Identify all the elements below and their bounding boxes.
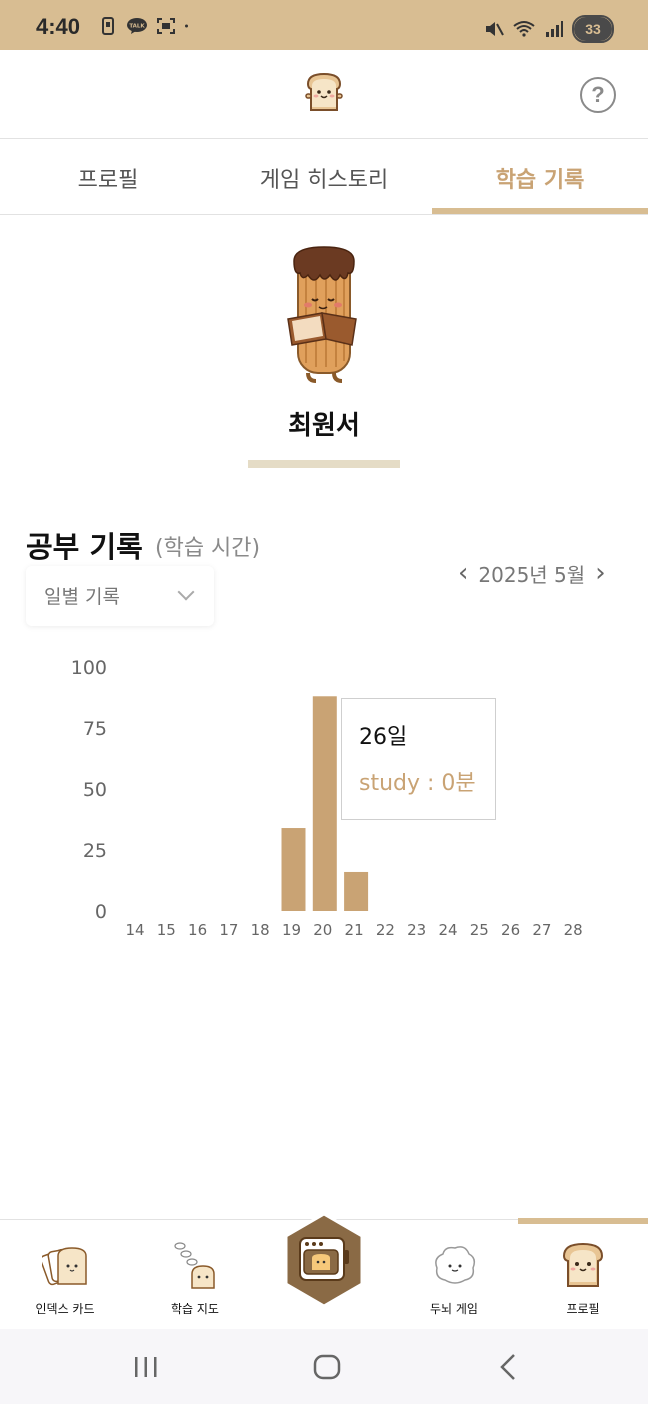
help-button[interactable]: ? <box>580 77 616 113</box>
status-bar: 4:40 TALK 33 <box>0 0 648 50</box>
status-notification-icons: TALK <box>98 17 194 35</box>
toast-profile-icon <box>562 1242 604 1287</box>
y-tick-label: 75 <box>83 718 107 740</box>
y-tick-label: 100 <box>71 657 107 679</box>
x-tick-label: 28 <box>564 921 583 939</box>
chart-bar[interactable] <box>344 871 369 911</box>
active-tab-indicator <box>432 208 648 214</box>
tooltip-value: study : 0분 <box>359 771 476 796</box>
bar-chart-svg: 100 75 50 25 0 14 15 16 17 18 19 20 21 22 23 24 25 26 27 28 <box>71 657 583 939</box>
battery-indicator: 33 <box>572 15 614 43</box>
nav-label: 학습 지도 <box>171 1302 219 1316</box>
wifi-icon <box>513 21 535 37</box>
brain-icon <box>435 1246 476 1284</box>
toast-cards-icon <box>42 1247 87 1286</box>
study-time-chart: 100 75 50 25 0 14 15 16 17 18 19 20 21 22 23 24 25 26 27 28 <box>60 650 620 950</box>
x-tick-label: 23 <box>407 921 426 939</box>
home-button[interactable] <box>277 1329 377 1404</box>
toast-icon[interactable] <box>302 70 346 114</box>
x-tick-label: 16 <box>188 921 207 939</box>
x-tick-label: 26 <box>501 921 520 939</box>
app-header: ? <box>0 50 648 139</box>
nav-label: 두뇌 게임 <box>430 1302 478 1316</box>
home-icon <box>313 1354 341 1379</box>
system-navigation-bar <box>0 1329 648 1404</box>
x-tick-label: 22 <box>376 921 395 939</box>
bottom-navigation: 인덱스 카드 학습 지도 두뇌 게임 <box>0 1212 648 1330</box>
chart-bar[interactable] <box>281 828 306 911</box>
signal-icon <box>546 21 563 37</box>
phone-icon <box>102 17 114 35</box>
toaster-oven-icon[interactable] <box>282 1212 366 1308</box>
chart-bar[interactable] <box>312 696 337 911</box>
dot-icon <box>185 24 188 28</box>
y-tick-label: 50 <box>83 779 107 801</box>
x-tick-label: 20 <box>313 921 332 939</box>
x-tick-label: 14 <box>125 921 144 939</box>
x-tick-label: 19 <box>282 921 301 939</box>
recent-apps-icon <box>135 1356 157 1377</box>
prev-month-icon[interactable]: ‹ <box>458 558 469 588</box>
study-section-title: 공부 기록 <box>26 530 143 564</box>
nav-study-map[interactable]: 학습 지도 <box>130 1220 260 1330</box>
tooltip-date: 26일 <box>359 725 408 750</box>
x-tick-label: 27 <box>532 921 551 939</box>
nav-label: 프로필 <box>566 1302 600 1316</box>
next-month-icon[interactable]: › <box>595 558 606 588</box>
active-nav-indicator <box>518 1218 648 1224</box>
tab-study-record[interactable]: 학습 기록 <box>495 168 585 193</box>
period-filter-value: 일별 기록 <box>44 586 120 608</box>
x-tick-label: 17 <box>219 921 238 939</box>
tab-bar: 프로필 게임 히스토리 학습 기록 <box>0 140 648 215</box>
mute-icon <box>486 22 504 36</box>
back-icon <box>500 1353 515 1380</box>
x-tick-label: 15 <box>157 921 176 939</box>
x-tick-label: 18 <box>251 921 270 939</box>
y-tick-label: 0 <box>95 901 107 923</box>
toast-map-icon <box>174 1242 215 1289</box>
chart-tooltip: 26일 study : 0분 <box>341 698 496 820</box>
x-tick-label: 21 <box>345 921 364 939</box>
chevron-down-icon <box>177 583 195 601</box>
nav-label: 인덱스 카드 <box>35 1302 95 1316</box>
month-navigator: ‹ 2025년 5월 › <box>458 558 606 588</box>
username: 최원서 <box>288 411 360 441</box>
status-time: 4:40 <box>36 14 81 39</box>
y-tick-label: 25 <box>83 840 107 862</box>
nav-index-card[interactable]: 인덱스 카드 <box>0 1220 130 1330</box>
back-button[interactable] <box>458 1329 558 1404</box>
nav-profile[interactable]: 프로필 <box>518 1220 648 1330</box>
battery-level: 33 <box>574 17 612 41</box>
svg-text:TALK: TALK <box>129 24 145 30</box>
tab-profile[interactable]: 프로필 <box>77 168 139 193</box>
period-filter-dropdown[interactable]: 일별 기록 <box>26 566 214 626</box>
recent-apps-button[interactable] <box>96 1329 196 1404</box>
screenshot-icon <box>157 18 175 34</box>
username-underline <box>248 460 400 468</box>
tab-game-history[interactable]: 게임 히스토리 <box>259 168 389 193</box>
x-tick-label: 24 <box>438 921 457 939</box>
status-system-icons: 33 <box>484 15 614 43</box>
month-label: 2025년 5월 <box>478 562 586 587</box>
talk-icon: TALK <box>127 18 147 34</box>
churro-avatar-icon <box>287 246 357 383</box>
nav-brain-game[interactable]: 두뇌 게임 <box>389 1220 519 1330</box>
study-section-subtitle: (학습 시간) <box>155 536 261 561</box>
x-tick-label: 25 <box>470 921 489 939</box>
